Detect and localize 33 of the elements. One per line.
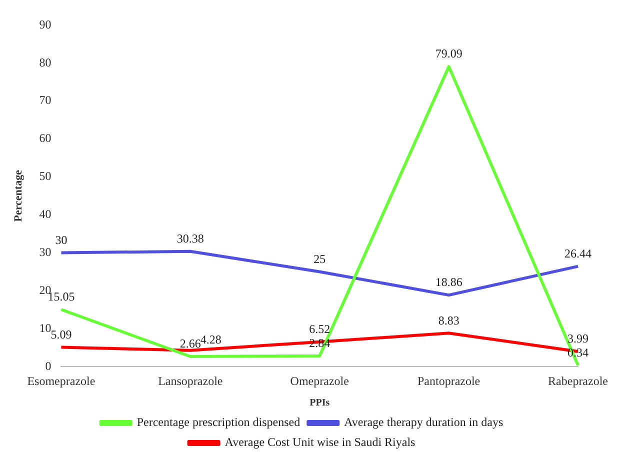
x-tick-label: Lansoprazole [158, 374, 223, 388]
y-tick-label: 70 [39, 93, 52, 108]
y-tick-label: 10 [39, 320, 52, 335]
y-axis-title: Percentage [12, 170, 24, 222]
data-label: 25 [314, 252, 326, 266]
data-label: 8.83 [438, 313, 460, 328]
y-tick-label: 20 [39, 282, 52, 297]
data-label: 79.09 [435, 46, 462, 61]
x-tick-label: Pantoprazole [417, 374, 480, 388]
data-label: 5.09 [50, 327, 72, 342]
y-tick-label: 50 [39, 169, 52, 184]
y-tick-label: 90 [39, 17, 52, 32]
x-tick-label: Rabeprazole [548, 374, 608, 388]
legend-label: Average therapy duration in days [344, 415, 504, 430]
x-axis-title: PPIs [310, 398, 330, 409]
data-label: 26.44 [564, 246, 592, 260]
y-tick-label: 80 [39, 55, 52, 70]
data-label: 18.86 [435, 275, 462, 290]
data-label: 2.66 [180, 336, 201, 351]
data-label: 30 [55, 232, 68, 247]
data-label: 4.28 [200, 332, 222, 347]
x-tick-label: Omeprazole [290, 374, 349, 388]
y-tick-label: 0 [45, 358, 52, 373]
y-tick-label: 30 [39, 244, 52, 259]
y-tick-label: 60 [39, 131, 52, 146]
legend-label: Percentage prescription dispensed [136, 415, 300, 430]
data-label: 6.52 [309, 322, 330, 336]
legend-label: Average Cost Unit wise in Saudi Riyals [224, 435, 416, 450]
x-tick-label: Esomeprazole [27, 374, 96, 388]
y-tick-label: 40 [39, 207, 52, 222]
data-label: 3.99 [568, 332, 589, 346]
data-label: 30.38 [176, 232, 204, 246]
data-label: 2.84 [309, 336, 330, 350]
